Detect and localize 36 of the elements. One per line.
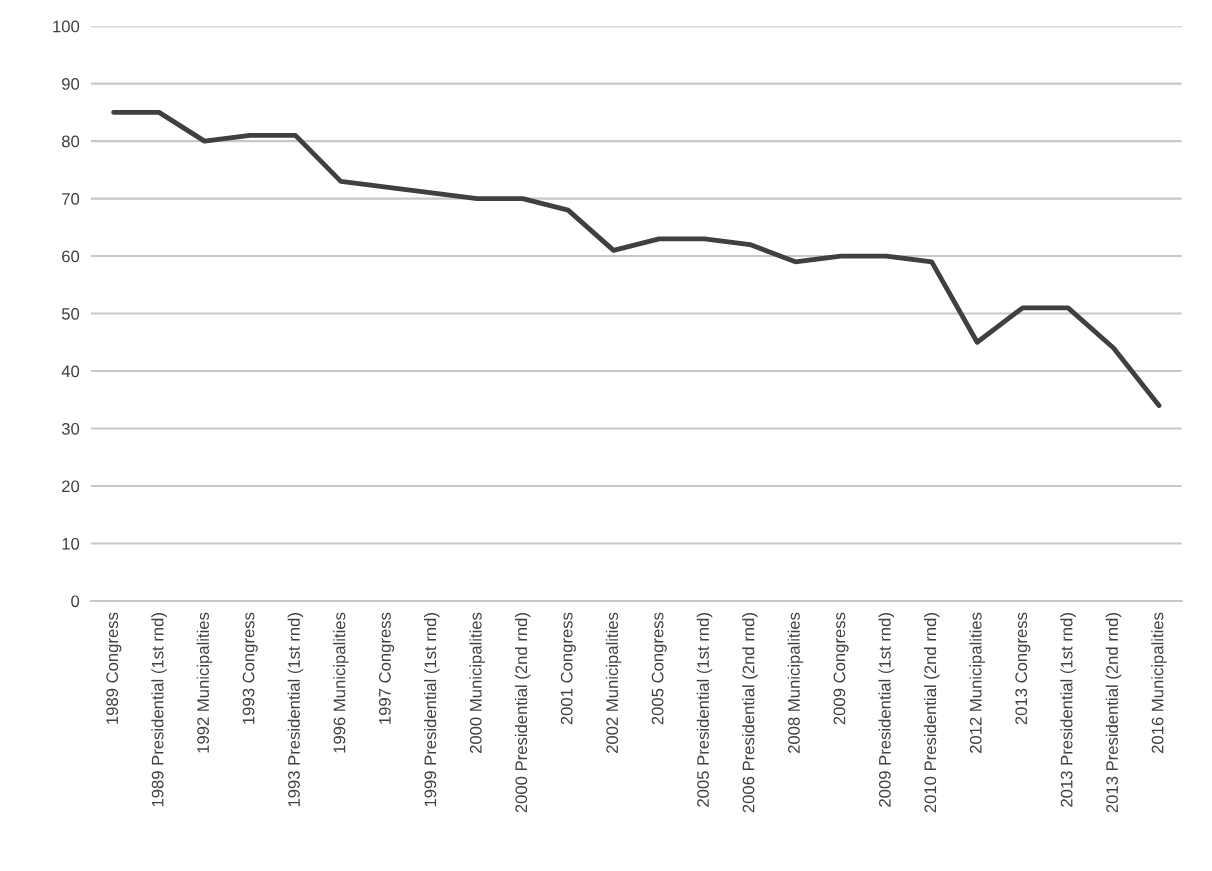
y-tick-label: 0	[71, 595, 80, 608]
x-tick-label: 1989 Congress	[106, 612, 122, 724]
x-tick-label: 2013 Congress	[1015, 612, 1031, 725]
x-tick-label: 2001 Congress	[560, 612, 576, 725]
x-tick-label: 2012 Municipalities	[969, 612, 985, 753]
x-tick-label: 2009 Congress	[833, 612, 849, 725]
y-tick-label: 10	[62, 537, 80, 550]
x-tick-label: 2010 Presidential (2nd rnd)	[923, 613, 940, 813]
y-tick-label: 60	[62, 250, 80, 263]
x-tick-label: 2000 Presidential (2nd rnd)	[514, 613, 531, 813]
x-tick-label: 1993 Presidential (1st rnd)	[287, 613, 304, 807]
y-tick-label: 30	[61, 422, 80, 435]
y-tick-label: 70	[62, 192, 80, 205]
x-tick-label: 1996 Municipalities	[333, 612, 349, 753]
y-tick-label: 80	[61, 135, 80, 148]
x-tick-label: 2013 Presidential (1st rnd)	[1060, 613, 1076, 807]
y-tick-label: 50	[61, 307, 80, 320]
x-tick-label: 1997 Congress	[379, 612, 395, 724]
x-tick-label: 2013 Presidential (2nd rnd)	[1105, 613, 1122, 813]
x-tick-label: 1993 Congress	[242, 612, 258, 724]
x-tick-label: 1992 Municipalities	[196, 612, 213, 753]
x-tick-label: 1989 Presidential (1st rnd)	[151, 613, 167, 807]
x-tick-label: 2009 Presidential (1st rnd)	[878, 613, 895, 807]
y-tick-label: 100	[53, 20, 80, 33]
y-tick-label: 40	[61, 365, 80, 378]
x-tick-label: 2000 Municipalities	[469, 612, 485, 753]
x-tick-label: 2005 Congress	[651, 612, 667, 725]
y-tick-label: 20	[62, 480, 80, 493]
x-tick-label: 2002 Municipalities	[605, 612, 622, 753]
x-tick-label: 1999 Presidential (1st rnd)	[424, 613, 440, 807]
x-tick-label: 2006 Presidential (2nd rnd)	[742, 613, 758, 813]
y-tick-label: 90	[62, 78, 80, 90]
line-series	[111, 109, 1162, 408]
x-tick-label: 2005 Presidential (1st rnd)	[696, 613, 713, 807]
x-tick-label: 2008 Municipalities	[787, 612, 804, 753]
x-tick-label: 2016 Municipalities	[1151, 612, 1167, 753]
